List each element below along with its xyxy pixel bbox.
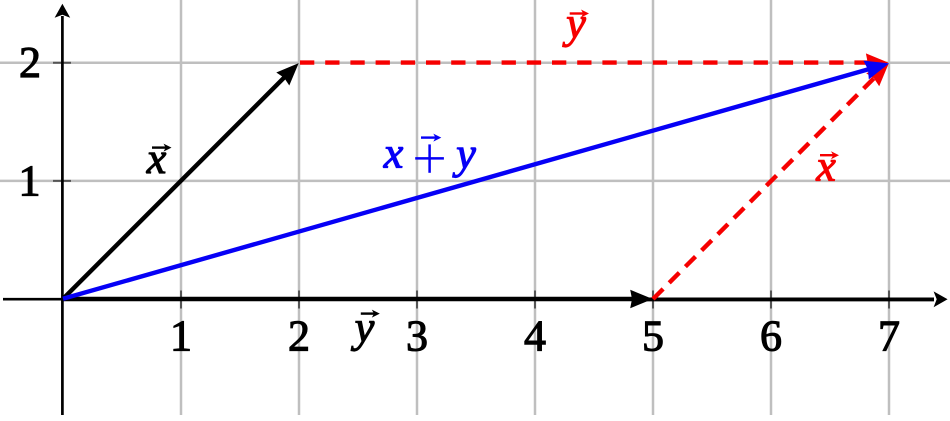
svg-text:y: y xyxy=(562,0,586,48)
svg-text:y: y xyxy=(351,303,375,352)
svg-text:x: x xyxy=(146,134,167,183)
svg-text:x: x xyxy=(815,142,836,191)
svg-text:7: 7 xyxy=(878,311,900,360)
svg-text:x: x xyxy=(383,129,404,178)
svg-text:2: 2 xyxy=(19,38,41,87)
svg-text:1: 1 xyxy=(170,311,192,360)
svg-text:y: y xyxy=(452,129,476,178)
svg-text:5: 5 xyxy=(642,311,664,360)
svg-text:4: 4 xyxy=(524,311,546,360)
svg-text:2: 2 xyxy=(288,311,310,360)
svg-text:6: 6 xyxy=(760,311,782,360)
svg-text:3: 3 xyxy=(406,311,428,360)
svg-text:1: 1 xyxy=(19,157,41,206)
